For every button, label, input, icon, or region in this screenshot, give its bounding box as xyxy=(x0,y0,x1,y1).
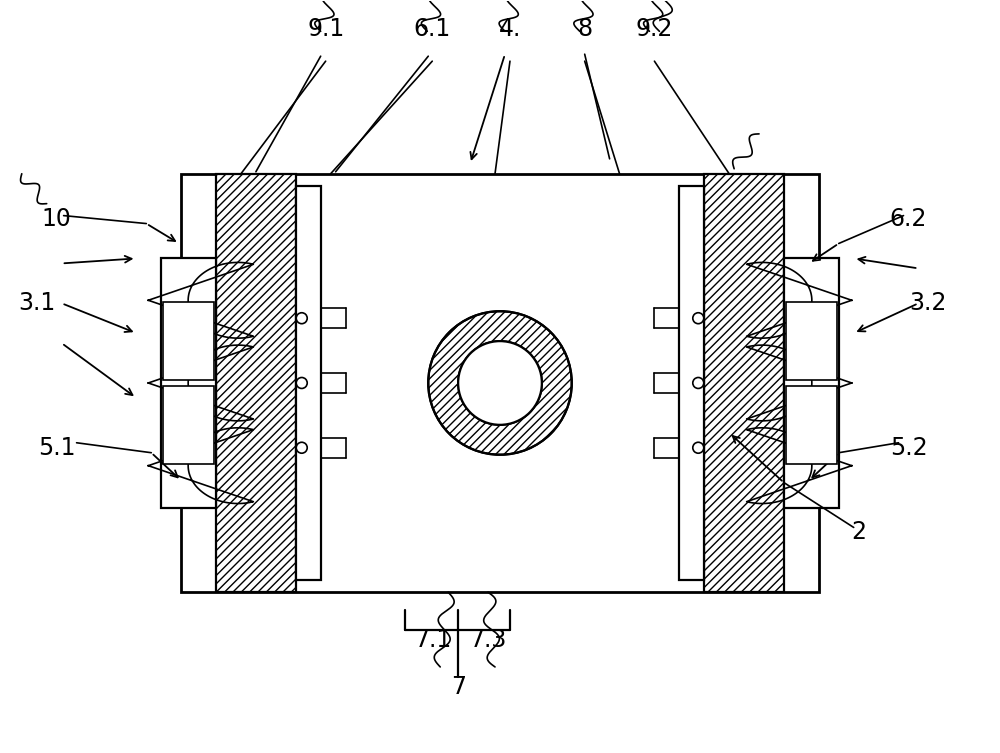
Circle shape xyxy=(693,312,704,324)
Circle shape xyxy=(296,312,307,324)
Text: 9.1: 9.1 xyxy=(307,17,344,41)
Text: 10: 10 xyxy=(42,206,72,230)
Polygon shape xyxy=(148,263,253,338)
Text: 7.1: 7.1 xyxy=(414,628,451,652)
Circle shape xyxy=(693,442,704,453)
Text: 3.2: 3.2 xyxy=(910,291,947,316)
Polygon shape xyxy=(747,263,852,338)
Polygon shape xyxy=(148,428,253,504)
Bar xyxy=(786,302,837,380)
Text: 2: 2 xyxy=(851,520,866,544)
Circle shape xyxy=(458,341,542,425)
Text: 7.3: 7.3 xyxy=(469,628,507,652)
Bar xyxy=(181,174,819,592)
Text: 7: 7 xyxy=(451,675,466,699)
Text: 9.2: 9.2 xyxy=(636,17,673,41)
Text: 3.1: 3.1 xyxy=(18,291,55,316)
Text: 8: 8 xyxy=(577,17,592,41)
Polygon shape xyxy=(747,345,852,421)
Bar xyxy=(216,174,296,592)
Circle shape xyxy=(296,377,307,389)
Text: 4.: 4. xyxy=(499,17,521,41)
Bar xyxy=(161,258,216,508)
Text: 6.2: 6.2 xyxy=(890,206,927,230)
Text: 5.2: 5.2 xyxy=(890,436,927,460)
Bar xyxy=(786,386,837,464)
Bar xyxy=(296,186,321,581)
Bar xyxy=(784,258,839,508)
Bar xyxy=(163,302,214,380)
Bar xyxy=(163,386,214,464)
Polygon shape xyxy=(148,345,253,421)
Bar xyxy=(704,174,784,592)
Text: 5.1: 5.1 xyxy=(38,436,75,460)
Circle shape xyxy=(693,377,704,389)
Polygon shape xyxy=(747,428,852,504)
Circle shape xyxy=(296,442,307,453)
Bar xyxy=(679,186,704,581)
Text: 6.1: 6.1 xyxy=(414,17,451,41)
